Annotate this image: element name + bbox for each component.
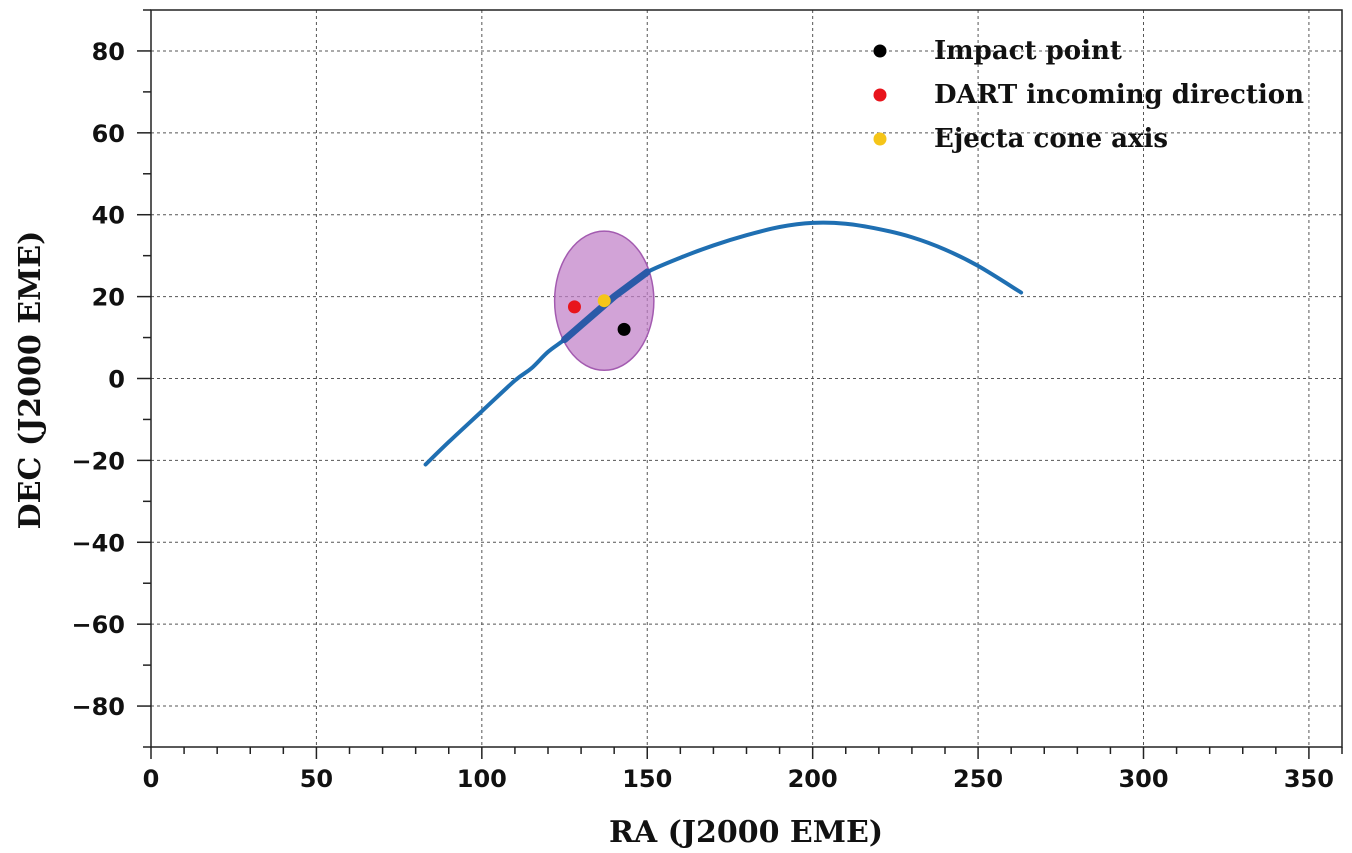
legend-label: Ejecta cone axis	[934, 124, 1168, 154]
grid-lines	[151, 10, 1342, 747]
x-tick-label: 250	[953, 765, 1003, 793]
marker-impact-point	[617, 322, 631, 336]
y-axis-title: DEC (J2000 EME)	[13, 231, 48, 530]
trajectory-curve	[423, 220, 1024, 467]
legend-label: DART incoming direction	[934, 80, 1304, 110]
y-tick-label: 60	[92, 120, 125, 148]
x-tick-label: 0	[143, 765, 160, 793]
x-tick-labels: 0 50 100 150 200 250 300 350	[143, 765, 1334, 793]
axis-ticks	[137, 9, 1343, 759]
x-tick-label: 100	[457, 765, 507, 793]
trajectory-curve-layer	[423, 220, 1024, 467]
y-tick-labels: 80 60 40 20 0 −20 −40 −60 −80	[71, 38, 125, 721]
y-tick-label: −20	[71, 447, 125, 475]
y-tick-label: 0	[108, 366, 125, 394]
y-tick-label: 40	[92, 202, 125, 230]
marker-dart-incoming-direction	[567, 300, 581, 314]
y-tick-label: 20	[92, 284, 125, 312]
data-markers	[567, 294, 631, 336]
legend-marker	[873, 44, 887, 58]
legend-marker	[873, 132, 887, 146]
y-tick-label: −40	[71, 529, 125, 557]
legend: Impact point DART incoming direction Eject…	[873, 36, 1304, 154]
y-tick-label: −60	[71, 611, 125, 639]
x-tick-label: 150	[622, 765, 672, 793]
x-tick-label: 300	[1118, 765, 1168, 793]
x-axis-title: RA (J2000 EME)	[609, 815, 883, 850]
x-tick-label: 200	[788, 765, 838, 793]
x-tick-label: 50	[300, 765, 333, 793]
y-tick-label: −80	[71, 693, 125, 721]
marker-ejecta-cone-axis	[597, 294, 611, 308]
x-tick-label: 350	[1284, 765, 1334, 793]
legend-label: Impact point	[934, 36, 1122, 66]
y-tick-label: 80	[92, 38, 125, 66]
legend-marker	[873, 88, 887, 102]
